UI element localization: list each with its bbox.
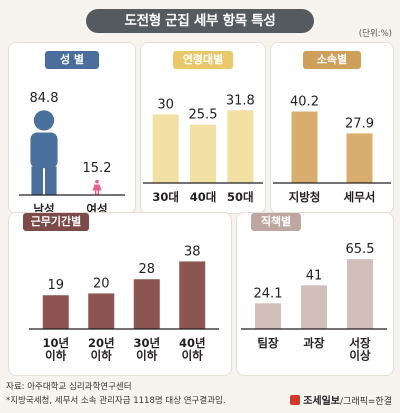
position-chart: 24.1 팀장 41 과장 65.5 서장 이상 [241,242,387,363]
bar-value-label: 31.8 [226,93,255,108]
category-label: 20년 이하 [88,336,115,363]
panel-tag-age: 연령대별 [173,51,233,69]
bar [347,259,373,329]
male-person-icon [30,110,58,196]
bar-value-label: 24.1 [254,286,283,301]
category-label: 남성 [33,202,54,213]
bar-value-label: 84.8 [30,91,59,106]
panel-affiliation: 소속별 40.2 지방청 27.9 세무서 [270,42,394,214]
category-label: 서장 이상 [349,336,371,363]
gender-chart: 84.8 남성 15.2 여성 [19,91,125,213]
category-label: 과장 [303,336,325,350]
category-label: 30대 [152,190,179,204]
brand-name: 조세일보 [303,396,341,407]
footnote-text: *지방국세청, 세무서 소속 관리자급 1118명 대상 연구결과임. [6,396,226,406]
bar-value-label: 15.2 [83,161,112,176]
category-label: 세무서 [344,190,376,204]
bar [346,133,373,183]
chart-title: 도전형 군집 세부 항목 특성 [86,9,314,33]
bar-value-label: 40.2 [290,95,319,110]
panel-tenure: 근무기간별 19 10년 이하 20 20년 이하 28 30년 이하 38 40년 이하 [8,212,232,376]
age-chart: 30 30대 25.5 40대 31.8 50대 [143,93,263,204]
bar-value-label: 19 [47,278,64,293]
bar [42,295,69,329]
panel-tag-tenure: 근무기간별 [23,213,89,231]
brand-credit: 조세일보/그래픽=한결 [290,392,392,407]
category-label: 50대 [227,190,254,204]
person-leg [45,166,57,196]
person-body [30,132,58,169]
bar [88,293,115,329]
unit-label: (단위:%) [358,29,392,39]
female-person-icon [92,179,102,195]
bar-value-label: 27.9 [345,116,374,131]
person-dress [92,184,102,191]
bar-value-label: 30 [157,97,174,112]
affiliation-chart: 40.2 지방청 27.9 세무서 [273,95,391,204]
category-label: 30년 이하 [133,336,160,363]
graphic-credit: /그래픽=한결 [340,397,392,407]
bar [291,111,318,183]
person-head [95,179,99,184]
panel-gender: 성 별 84.8 남성 15.2 여성 [8,42,136,214]
category-label: 팀장 [257,336,279,350]
panel-age: 연령대별 30 30대 25.5 40대 31.8 50대 [140,42,266,214]
bar-value-label: 28 [138,262,155,277]
bar-value-label: 38 [184,244,201,259]
person-leg [97,190,100,195]
person-leg [94,190,97,195]
category-label: 여성 [86,202,107,213]
panel-position: 직책별 24.1 팀장 41 과장 65.5 서장 이상 [236,212,394,376]
bar-value-label: 41 [306,268,323,283]
bar-value-label: 65.5 [346,242,375,257]
tenure-chart: 19 10년 이하 20 20년 이하 28 30년 이하 38 40년 이하 [29,244,219,363]
bar-value-label: 25.5 [189,108,218,123]
category-label: 40대 [190,190,217,204]
person-head [33,110,55,131]
category-label: 40년 이하 [179,336,206,363]
bar [133,279,160,329]
category-label: 지방청 [289,190,321,204]
bar [190,124,216,183]
person-leg [31,166,43,196]
category-label: 10년 이하 [42,336,69,363]
bar [179,261,206,329]
bar [227,110,254,183]
brand-logo-icon [290,395,301,405]
bar [255,303,281,329]
panel-tag-position: 직책별 [251,213,301,231]
bar [301,285,327,329]
source-note: 자료: 아주대학교 심리과학연구센터 *지방국세청, 세무서 소속 관리자급 1… [6,380,226,408]
source-text: 자료: 아주대학교 심리과학연구센터 [6,382,132,392]
bar-value-label: 20 [93,276,110,291]
bar [152,114,179,183]
panel-tag-affiliation: 소속별 [303,51,361,69]
panel-tag-gender: 성 별 [45,51,99,69]
